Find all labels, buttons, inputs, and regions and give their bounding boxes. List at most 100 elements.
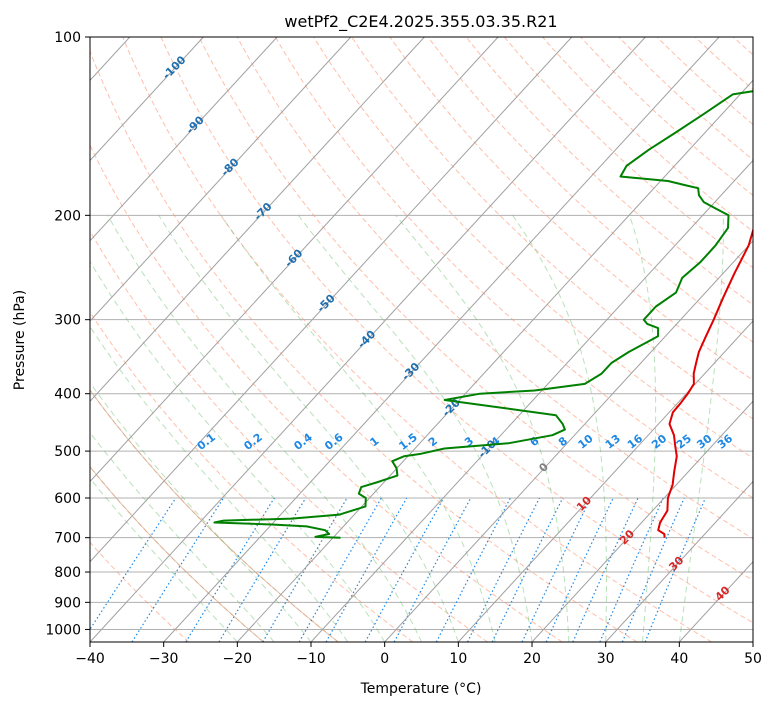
isotherm-line <box>90 37 352 322</box>
mixing-ratio-line <box>644 497 706 642</box>
mixing-ratio-line <box>393 497 472 642</box>
dry-adiabat-line <box>160 37 753 624</box>
dry-adiabat-line <box>656 37 753 126</box>
mixing-ratio-line <box>364 497 445 642</box>
dry-adiabat-line <box>427 37 753 343</box>
dry-adiabat-line <box>236 37 753 540</box>
dry-adiabat-line <box>90 465 264 642</box>
x-tick-label: −40 <box>75 651 105 667</box>
y-axis-label: Pressure (hPa) <box>12 290 28 390</box>
isotherm-line <box>90 37 204 162</box>
moist-adiabat-line <box>629 215 657 642</box>
moist-adiabat-line <box>220 215 496 642</box>
mixing-ratio-label: 0.1 <box>195 431 218 453</box>
isotherm-line <box>163 37 720 642</box>
dry-adiabat-line <box>772 37 775 642</box>
chart-title: wetPf2_C2E4.2025.355.03.35.R21 <box>284 12 557 32</box>
mixing-ratio-label: 10 <box>576 432 596 452</box>
plot-area: 0.1 0.2 0.4 0.6 1 1.5 2 3 4 6 8 10 13 16 20 25 30 36-100-… <box>0 37 775 642</box>
mixing-ratio-line <box>545 497 614 642</box>
x-tick-label: −20 <box>223 651 253 667</box>
dry-adiabat-line <box>694 37 753 91</box>
dry-adiabat-line <box>122 37 712 642</box>
mixing-ratio-label: 13 <box>603 432 623 452</box>
dry-adiabat-line <box>732 37 753 56</box>
isotherm-line <box>90 37 573 563</box>
isopleth-labels: 0.1 0.2 0.4 0.6 1 1.5 2 3 4 6 8 10 13 16 20 25 30 36-100-… <box>160 53 736 603</box>
dry-adiabat-line <box>90 49 638 642</box>
moist-adiabat-line <box>678 215 724 642</box>
mixing-ratio-line <box>572 497 639 642</box>
mixing-ratio-line <box>185 497 275 642</box>
isotherm-line <box>310 159 753 642</box>
y-tick-label: 300 <box>54 313 81 329</box>
y-axis-ticks: 1000 900 800 700 600 500 400 300 200 100 <box>45 30 90 638</box>
mixing-ratio-line <box>298 497 382 642</box>
mixing-ratio-label: 25 <box>674 432 694 452</box>
dry-adiabat-line <box>90 541 190 642</box>
y-tick-label: 200 <box>54 208 81 224</box>
dry-adiabat-line <box>504 37 753 269</box>
dewpoint-profile-line <box>213 90 753 539</box>
mixing-ratio-label: 1.5 <box>396 431 419 453</box>
mixing-ratio-line <box>621 497 685 642</box>
mixing-ratio-line <box>131 497 224 642</box>
isotherm-line <box>605 480 753 642</box>
dry-adiabat-line <box>90 144 563 642</box>
x-tick-label: −10 <box>296 651 326 667</box>
isotherm-line <box>0 37 56 642</box>
isotherm-line <box>90 37 499 483</box>
mixing-ratio-label: 0.2 <box>241 431 264 453</box>
y-tick-label: 900 <box>54 595 81 611</box>
x-tick-label: 20 <box>523 651 541 667</box>
isotherm-line <box>384 240 753 642</box>
isotherm-line <box>457 320 753 642</box>
y-tick-label: 500 <box>54 444 81 460</box>
y-tick-label: 700 <box>54 531 81 547</box>
moist-adiabat-line <box>395 214 570 642</box>
temperature-profile-line <box>657 227 753 538</box>
isotherm-line <box>236 79 753 642</box>
mixing-ratio-line <box>491 497 564 642</box>
isotherm-line <box>752 641 753 642</box>
moist-adiabat-line <box>107 215 422 642</box>
mixing-ratio-label: 0.4 <box>291 430 315 452</box>
isotherm-line <box>678 560 753 642</box>
dry-adiabat-line <box>618 37 753 161</box>
y-tick-label: 1000 <box>45 622 81 638</box>
moist-adiabat-line <box>158 215 459 642</box>
y-tick-label: 800 <box>54 565 81 581</box>
isotherm-lines <box>0 37 753 642</box>
plot-frame <box>89 36 754 643</box>
mixing-ratio-line <box>325 497 408 642</box>
isotherm-line <box>90 37 425 403</box>
y-tick-label: 600 <box>54 491 81 507</box>
dry-adiabat-line <box>198 37 753 581</box>
x-tick-label: 40 <box>670 651 688 667</box>
x-tick-label: −30 <box>149 651 179 667</box>
moist-adiabat-line <box>90 477 238 642</box>
dry-adiabat-line <box>313 37 753 459</box>
moist-adiabat-line <box>512 215 607 642</box>
mixing-ratio-lines <box>90 497 706 642</box>
dry-adiabats <box>90 37 775 642</box>
dry-adiabat-line <box>90 465 264 642</box>
isotherm-line <box>90 37 646 642</box>
mixing-ratio-label: 36 <box>715 432 735 452</box>
mixing-ratio-label: 2 <box>426 434 440 449</box>
mixing-ratio-label: 16 <box>625 432 645 452</box>
profile-series <box>213 90 753 539</box>
moist-adiabat-line <box>90 325 349 642</box>
mixing-ratio-label: 1 <box>367 434 381 449</box>
dry-adiabat-line <box>90 311 414 642</box>
mixing-ratio-label: 30 <box>694 432 714 452</box>
y-tick-label: 100 <box>54 30 81 46</box>
moist-adiabat-line <box>90 431 275 642</box>
x-axis-label: Temperature (°C) <box>360 681 482 697</box>
isotherm-line <box>531 400 753 642</box>
mixing-ratio-label: 20 <box>649 432 669 452</box>
x-tick-label: 50 <box>744 651 762 667</box>
x-tick-label: 0 <box>380 651 389 667</box>
mixing-ratio-label: 0.6 <box>322 430 346 452</box>
